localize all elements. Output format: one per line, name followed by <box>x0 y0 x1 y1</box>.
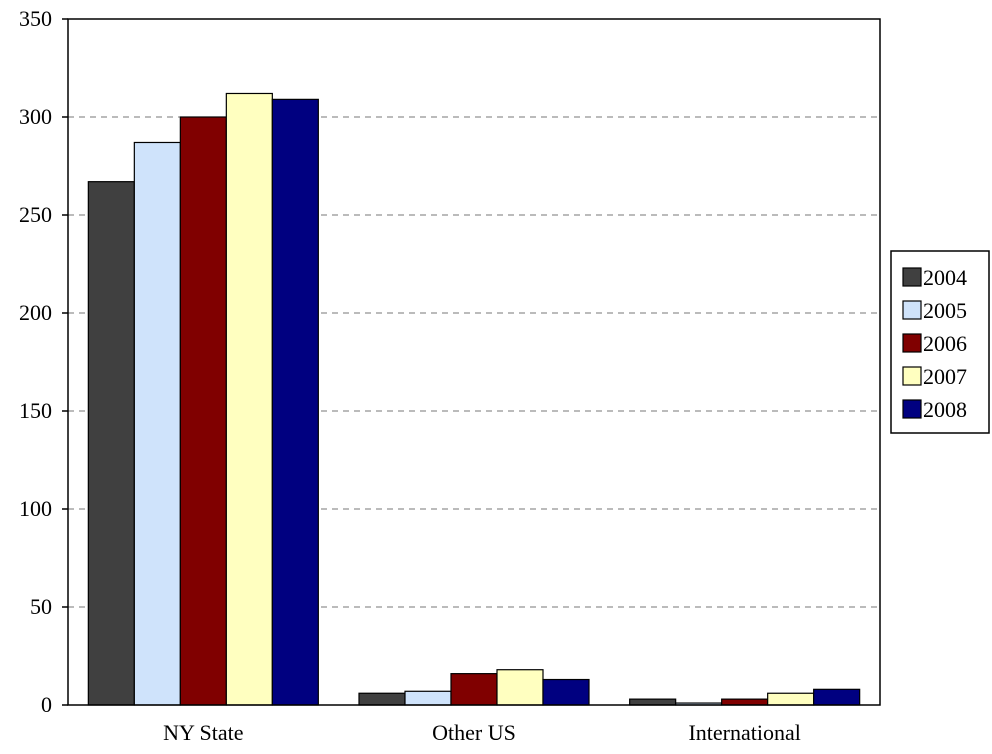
legend-swatch-2005 <box>902 300 922 320</box>
y-tick-label: 100 <box>19 496 52 521</box>
bar-2004-ny-state <box>87 181 135 706</box>
x-axis: NY State Other US International <box>163 720 801 745</box>
bar-2005-other-us <box>404 690 452 706</box>
bar-2004-other-us <box>358 692 406 706</box>
legend-swatch-2006 <box>902 333 922 353</box>
legend-swatch-2007 <box>902 366 922 386</box>
bar-2006-other-us <box>450 673 498 706</box>
bar-2005-ny-state <box>133 141 181 706</box>
bar-2006-ny-state <box>179 116 227 706</box>
y-tick-label: 150 <box>19 398 52 423</box>
bar-2004-international <box>629 698 677 706</box>
bars <box>87 92 861 706</box>
bar-2008-international <box>813 688 861 706</box>
legend-label-2005: 2005 <box>923 298 967 323</box>
plot-frame <box>67 18 881 706</box>
y-tick-label: 50 <box>30 594 52 619</box>
bar-2006-international <box>721 698 769 706</box>
bar-2007-ny-state <box>225 92 273 706</box>
bar-2008-ny-state <box>271 98 319 706</box>
y-tick-label: 350 <box>19 6 52 31</box>
x-category-label: International <box>688 720 800 745</box>
x-category-label: NY State <box>163 720 243 745</box>
y-tick-label: 250 <box>19 202 52 227</box>
bar-2007-international <box>767 692 815 706</box>
y-axis: 0 50 100 150 200 250 300 350 <box>19 6 68 717</box>
bar-2007-other-us <box>496 669 544 706</box>
legend-swatch-2008 <box>902 399 922 419</box>
y-tick-label: 200 <box>19 300 52 325</box>
legend-label-2007: 2007 <box>923 364 967 389</box>
legend: 2004 2005 2006 2007 2008 <box>890 250 990 434</box>
x-category-label: Other US <box>432 720 516 745</box>
legend-label-2008: 2008 <box>923 397 967 422</box>
bar-2008-other-us <box>542 678 590 706</box>
legend-swatch-2004 <box>902 267 922 287</box>
legend-label-2006: 2006 <box>923 331 967 356</box>
legend-label-2004: 2004 <box>923 265 967 290</box>
y-tick-label: 300 <box>19 104 52 129</box>
y-tick-label: 0 <box>41 692 52 717</box>
